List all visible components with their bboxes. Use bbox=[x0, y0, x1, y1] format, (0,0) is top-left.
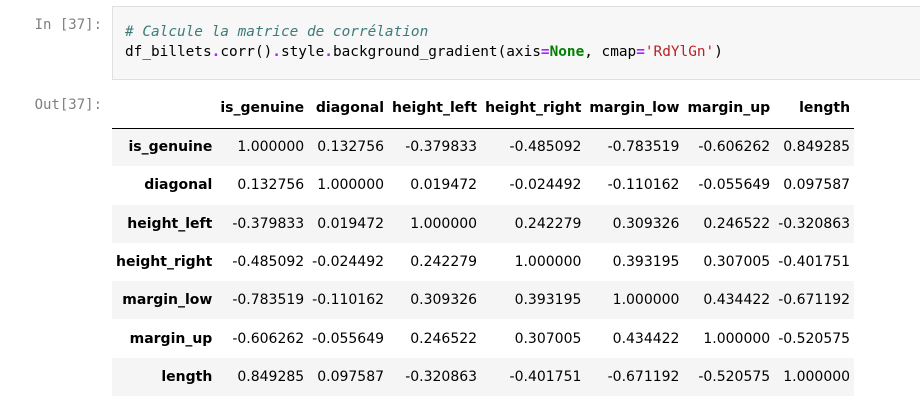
table-cell: 0.307005 bbox=[703, 254, 771, 271]
table-cell: 0.434422 bbox=[703, 292, 771, 309]
row-header: height_left bbox=[127, 215, 213, 232]
row-header: margin_low bbox=[122, 292, 213, 309]
table-row: margin_low -0.783519 -0.110162 0.309326 0.39… bbox=[112, 281, 855, 320]
table-cell: 0.242279 bbox=[410, 254, 478, 271]
table-cell: 0.307005 bbox=[514, 330, 582, 347]
column-header: height_right bbox=[481, 88, 586, 129]
table-cell: 1.000000 bbox=[514, 254, 582, 271]
table-cell: 0.242279 bbox=[514, 215, 582, 232]
table-cell: -0.520575 bbox=[778, 330, 851, 347]
column-header: margin_low bbox=[585, 88, 684, 129]
row-header: diagonal bbox=[144, 177, 213, 194]
column-header: diagonal bbox=[308, 88, 389, 129]
table-cell: -0.379833 bbox=[405, 139, 478, 156]
code-comment: # Calcule la matrice de corrélation bbox=[125, 24, 429, 40]
table-cell: -0.783519 bbox=[607, 139, 680, 156]
table-cell: 0.246522 bbox=[703, 215, 771, 232]
row-header: is_genuine bbox=[128, 139, 213, 156]
table-cell: -0.485092 bbox=[509, 139, 582, 156]
table-cell: 0.019472 bbox=[317, 215, 385, 232]
row-header: length bbox=[161, 368, 213, 385]
table-cell: -0.024492 bbox=[509, 177, 582, 194]
output-prompt: Out[37]: bbox=[34, 97, 102, 113]
table-cell: 1.000000 bbox=[410, 215, 478, 232]
table-cell: -0.671192 bbox=[778, 292, 851, 309]
table-cell: 0.097587 bbox=[317, 368, 385, 385]
table-header-row: is_genuine diagonal height_left height_righ… bbox=[112, 88, 855, 129]
table-cell: -0.055649 bbox=[698, 177, 771, 194]
table-cell: -0.783519 bbox=[232, 292, 305, 309]
table-cell: 1.000000 bbox=[783, 368, 851, 385]
table-cell: -0.320863 bbox=[405, 368, 478, 385]
corner-header bbox=[112, 88, 217, 129]
table-cell: -0.520575 bbox=[698, 368, 771, 385]
row-header: margin_up bbox=[129, 330, 213, 347]
table-row: margin_up -0.606262 -0.055649 0.246522 0.307… bbox=[112, 319, 854, 357]
table-cell: -0.110162 bbox=[312, 292, 385, 309]
table-cell: 0.246522 bbox=[410, 330, 478, 347]
table-cell: -0.110162 bbox=[607, 177, 680, 194]
table-cell: 0.309326 bbox=[410, 292, 478, 309]
table-cell: 1.000000 bbox=[612, 292, 680, 309]
table-cell: -0.401751 bbox=[778, 254, 851, 271]
table-cell: 0.132756 bbox=[317, 139, 385, 156]
table-cell: -0.055649 bbox=[312, 330, 385, 347]
table-cell: 1.000000 bbox=[703, 330, 771, 347]
table-cell: 0.434422 bbox=[612, 330, 680, 347]
code-line: df_billets.corr().style.background_gradi… bbox=[125, 44, 723, 60]
table-cell: 0.393195 bbox=[612, 254, 680, 271]
table-body: is_genuine 1.000000 0.132756 -0.379833 -0.48… bbox=[112, 128, 855, 397]
table-cell: 1.000000 bbox=[317, 177, 385, 194]
row-header: height_right bbox=[116, 254, 213, 271]
table-cell: -0.606262 bbox=[232, 330, 305, 347]
table-cell: 0.849285 bbox=[237, 368, 305, 385]
table-row: height_left -0.379833 0.019472 1.000000 0.24… bbox=[112, 204, 855, 243]
table-row: diagonal 0.132756 1.000000 0.019472 -0.02449… bbox=[112, 166, 854, 204]
table-cell: -0.024492 bbox=[312, 254, 385, 271]
column-header: height_left bbox=[388, 88, 482, 129]
code-editor[interactable]: # Calcule la matrice de corrélation df_bi… bbox=[112, 6, 920, 80]
column-header: length bbox=[774, 88, 855, 129]
table-row: is_genuine 1.000000 0.132756 -0.379833 -0.48… bbox=[112, 128, 855, 167]
table-cell: -0.401751 bbox=[509, 368, 582, 385]
column-header: margin_up bbox=[683, 88, 775, 129]
table-cell: 1.000000 bbox=[237, 139, 305, 156]
table-cell: -0.320863 bbox=[778, 215, 851, 232]
output-area: is_genuine diagonal height_left height_righ… bbox=[112, 88, 912, 397]
correlation-table: is_genuine diagonal height_left height_righ… bbox=[112, 88, 855, 397]
table-cell: 0.849285 bbox=[783, 139, 851, 156]
table-cell: 0.132756 bbox=[237, 177, 305, 194]
input-prompt: In [37]: bbox=[34, 17, 102, 33]
table-cell: 0.309326 bbox=[612, 215, 680, 232]
table-cell: 0.019472 bbox=[410, 177, 478, 194]
table-cell: 0.097587 bbox=[783, 177, 851, 194]
table-cell: -0.606262 bbox=[698, 139, 771, 156]
table-cell: -0.379833 bbox=[232, 215, 305, 232]
table-row: height_right -0.485092 -0.024492 0.242279 1.… bbox=[112, 243, 854, 281]
table-row: length 0.849285 0.097587 -0.320863 -0.401751… bbox=[112, 357, 855, 397]
column-header: is_genuine bbox=[216, 88, 309, 129]
table-cell: 0.393195 bbox=[514, 292, 582, 309]
table-cell: -0.671192 bbox=[607, 368, 680, 385]
table-cell: -0.485092 bbox=[232, 254, 305, 271]
